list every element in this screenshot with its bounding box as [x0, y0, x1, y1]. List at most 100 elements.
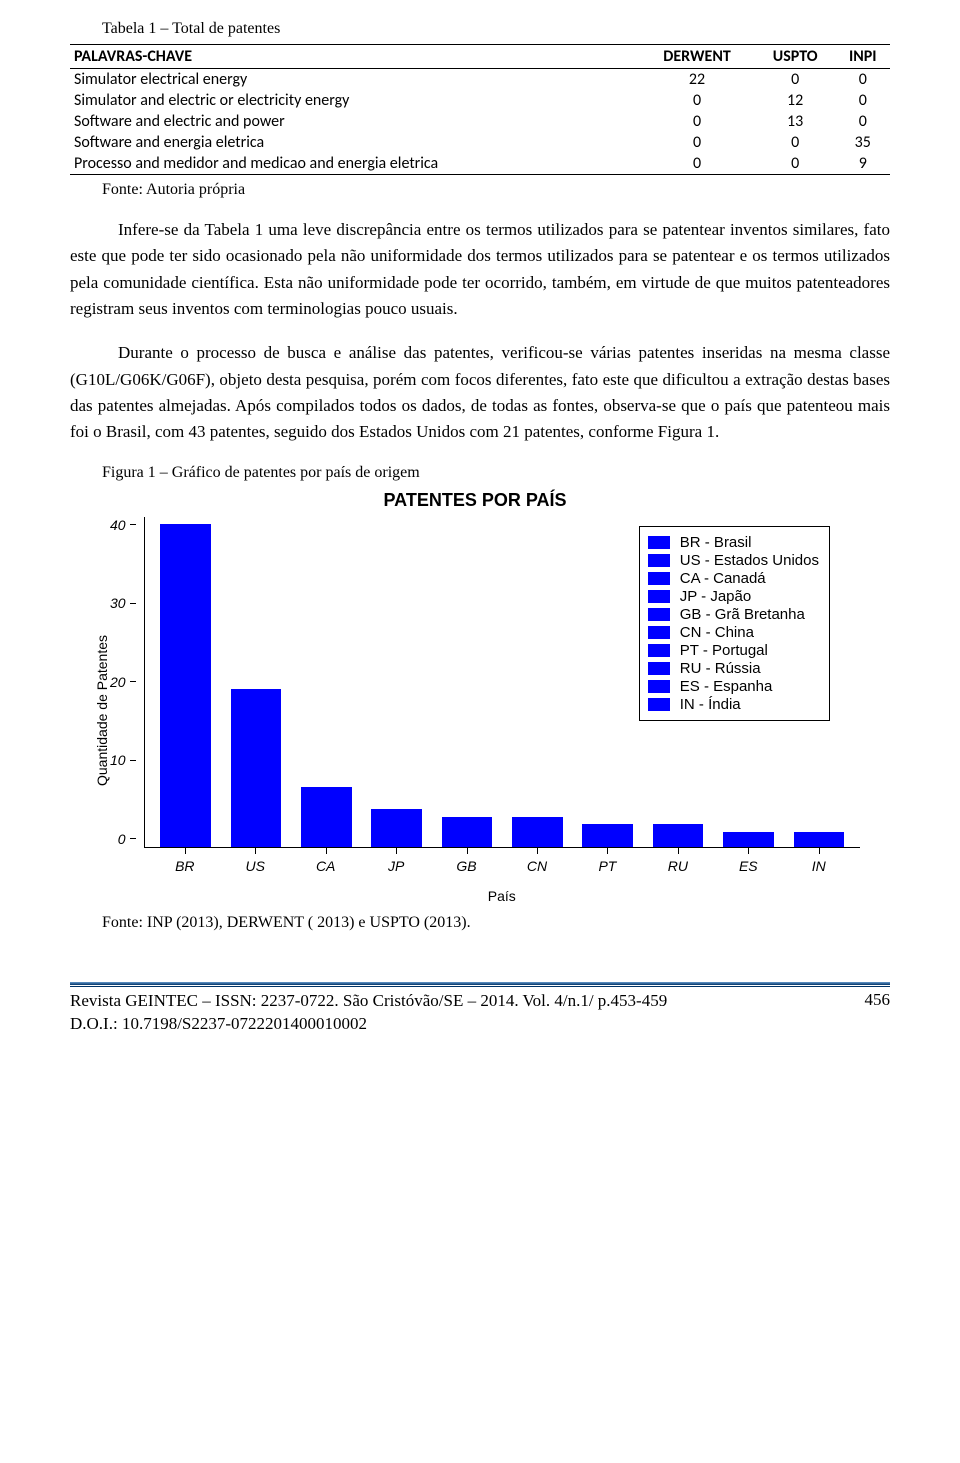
- legend-label: CA - Canadá: [680, 570, 766, 587]
- legend-item: RU - Rússia: [648, 660, 819, 677]
- chart-y-axis: 40 30 20 10 0: [110, 517, 144, 847]
- legend-item: CA - Canadá: [648, 570, 819, 587]
- chart-legend: BR - BrasilUS - Estados UnidosCA - Canad…: [639, 526, 830, 721]
- body-paragraph-2: Durante o processo de busca e análise da…: [70, 340, 890, 445]
- table-row: Simulator and electric or electricity en…: [70, 90, 890, 111]
- x-tick-label: CA: [290, 858, 360, 874]
- cell-keyword: Software and electric and power: [70, 111, 639, 132]
- x-tick-label: ES: [713, 858, 783, 874]
- body-paragraph-1: Infere-se da Tabela 1 uma leve discrepân…: [70, 217, 890, 322]
- col-inpi: INPI: [836, 45, 890, 69]
- cell-keyword: Simulator electrical energy: [70, 69, 639, 91]
- legend-item: PT - Portugal: [648, 642, 819, 659]
- cell-value: 0: [836, 69, 890, 91]
- footer-page-number: 456: [865, 990, 891, 1036]
- cell-value: 0: [836, 90, 890, 111]
- x-tick-label: RU: [643, 858, 713, 874]
- legend-swatch: [648, 536, 670, 549]
- cell-keyword: Simulator and electric or electricity en…: [70, 90, 639, 111]
- y-tick: 20: [110, 674, 140, 690]
- legend-label: RU - Rússia: [680, 660, 761, 677]
- table-row: Simulator electrical energy 22 0 0: [70, 69, 890, 91]
- patent-table: PALAVRAS-CHAVE DERWENT USPTO INPI Simula…: [70, 44, 890, 175]
- bar: [231, 689, 282, 847]
- legend-item: CN - China: [648, 624, 819, 641]
- cell-value: 0: [639, 153, 755, 175]
- legend-swatch: [648, 680, 670, 693]
- legend-label: PT - Portugal: [680, 642, 768, 659]
- col-derwent: DERWENT: [639, 45, 755, 69]
- bar-column: [151, 517, 221, 847]
- bar: [160, 524, 211, 847]
- bar: [582, 824, 633, 847]
- bar-column: [221, 517, 291, 847]
- legend-swatch: [648, 644, 670, 657]
- cell-value: 22: [639, 69, 755, 91]
- cell-value: 0: [639, 90, 755, 111]
- bar: [512, 817, 563, 847]
- chart-title: PATENTES POR PAÍS: [90, 490, 860, 511]
- cell-value: 9: [836, 153, 890, 175]
- legend-item: IN - Índia: [648, 696, 819, 713]
- legend-swatch: [648, 608, 670, 621]
- cell-keyword: Software and energia eletrica: [70, 132, 639, 153]
- bar-column: [573, 517, 643, 847]
- legend-item: US - Estados Unidos: [648, 552, 819, 569]
- bar: [794, 832, 845, 847]
- cell-keyword: Processo and medidor and medicao and ene…: [70, 153, 639, 175]
- x-tick-label: PT: [572, 858, 642, 874]
- x-tick-label: CN: [502, 858, 572, 874]
- x-tick-label: US: [220, 858, 290, 874]
- bar-column: [502, 517, 572, 847]
- x-tick-label: GB: [431, 858, 501, 874]
- footer-journal-line: Revista GEINTEC – ISSN: 2237-0722. São C…: [70, 990, 667, 1013]
- y-tick: 10: [110, 752, 140, 768]
- y-tick: 0: [118, 831, 140, 847]
- table-row: Processo and medidor and medicao and ene…: [70, 153, 890, 175]
- legend-label: ES - Espanha: [680, 678, 773, 695]
- bar: [371, 809, 422, 847]
- table-header-row: PALAVRAS-CHAVE DERWENT USPTO INPI: [70, 45, 890, 69]
- bar-column: [362, 517, 432, 847]
- bar: [723, 832, 774, 847]
- bar: [442, 817, 493, 847]
- cell-value: 0: [639, 132, 755, 153]
- figure-caption: Figura 1 – Gráfico de patentes por país …: [102, 464, 890, 482]
- col-uspto: USPTO: [755, 45, 836, 69]
- table-row: Software and energia eletrica 0 0 35: [70, 132, 890, 153]
- col-keywords: PALAVRAS-CHAVE: [70, 45, 639, 69]
- legend-swatch: [648, 698, 670, 711]
- legend-label: US - Estados Unidos: [680, 552, 819, 569]
- legend-label: JP - Japão: [680, 588, 751, 605]
- table-caption: Tabela 1 – Total de patentes: [102, 20, 890, 38]
- bar-chart: PATENTES POR PAÍS Quantidade de Patentes…: [90, 490, 860, 904]
- x-tick-label: JP: [361, 858, 431, 874]
- bar-column: [291, 517, 361, 847]
- cell-value: 0: [836, 111, 890, 132]
- chart-x-label: País: [144, 888, 860, 904]
- legend-label: GB - Grã Bretanha: [680, 606, 805, 623]
- legend-swatch: [648, 572, 670, 585]
- legend-swatch: [648, 554, 670, 567]
- table-row: Software and electric and power 0 13 0: [70, 111, 890, 132]
- footer-rule-thick: [70, 982, 890, 985]
- bar: [653, 824, 704, 847]
- legend-item: GB - Grã Bretanha: [648, 606, 819, 623]
- legend-label: CN - China: [680, 624, 754, 641]
- cell-value: 35: [836, 132, 890, 153]
- legend-item: BR - Brasil: [648, 534, 819, 551]
- legend-swatch: [648, 626, 670, 639]
- x-tick-label: IN: [784, 858, 854, 874]
- y-tick: 30: [110, 595, 140, 611]
- legend-label: IN - Índia: [680, 696, 741, 713]
- footer-rule-thin: [70, 986, 890, 987]
- footer-doi-line: D.O.I.: 10.7198/S2237-0722201400010002: [70, 1013, 667, 1036]
- bar: [301, 787, 352, 847]
- y-tick: 40: [110, 517, 140, 533]
- cell-value: 0: [755, 153, 836, 175]
- page-footer: Revista GEINTEC – ISSN: 2237-0722. São C…: [0, 982, 960, 1052]
- chart-y-label: Quantidade de Patentes: [90, 517, 110, 904]
- chart-x-axis: BRUSCAJPGBCNPTRUESIN: [144, 848, 860, 874]
- cell-value: 0: [755, 69, 836, 91]
- cell-value: 12: [755, 90, 836, 111]
